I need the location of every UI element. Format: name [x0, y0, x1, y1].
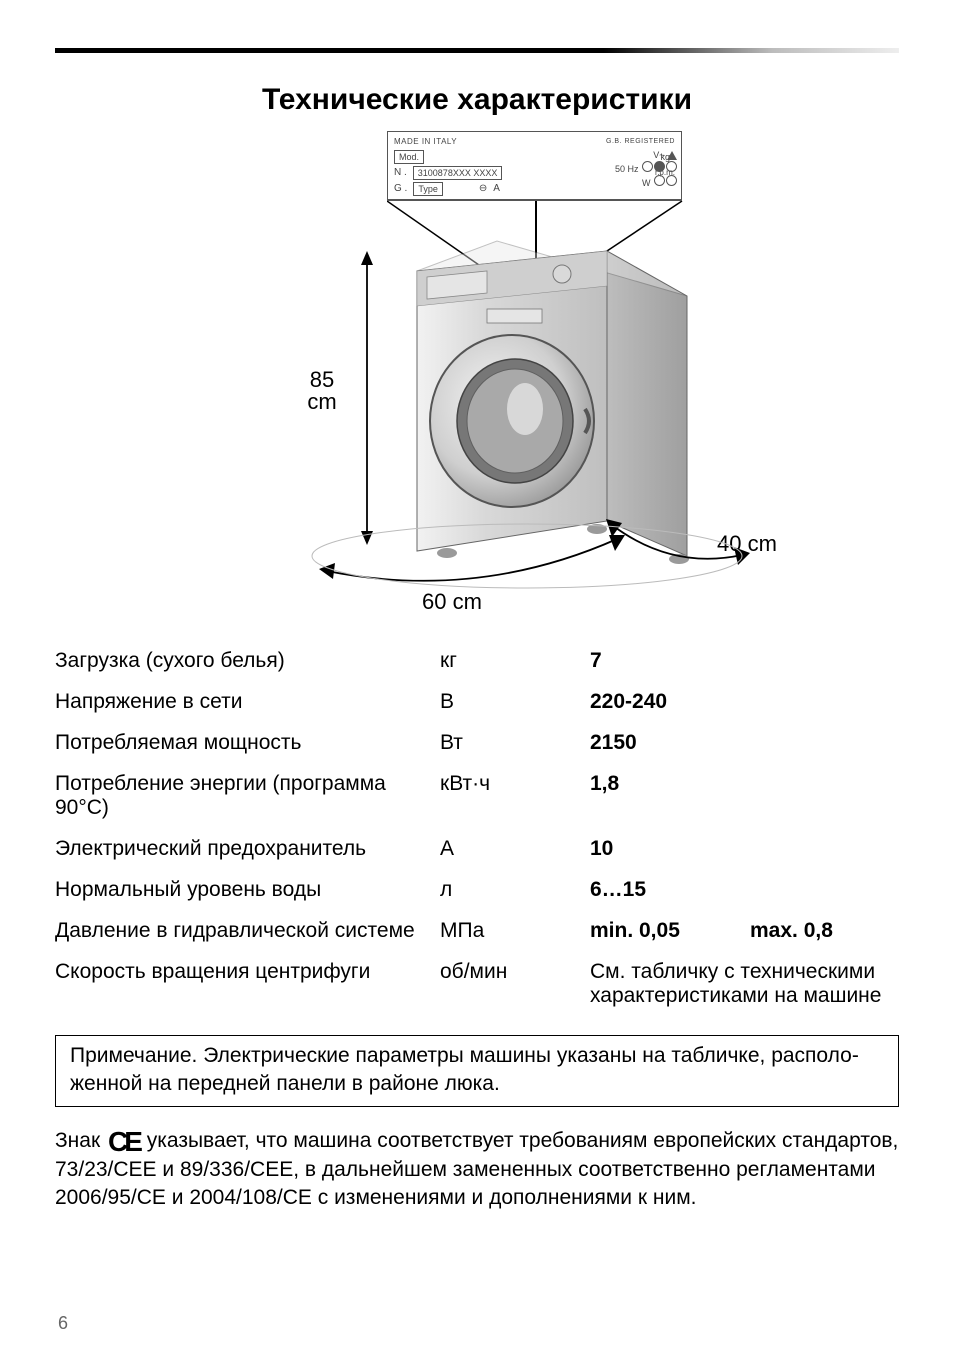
spec-row: Скорость вращения центрифуги об/мин См. …: [55, 952, 899, 1017]
spec-label: Загрузка (сухого белья): [55, 641, 440, 682]
spec-unit: кВт·ч: [440, 764, 590, 829]
spec-value: 6…15: [590, 870, 750, 911]
spec-row: Напряжение в сети В 220-240: [55, 682, 899, 723]
spec-value: 10: [590, 829, 750, 870]
spec-label: Нормальный уровень воды: [55, 870, 440, 911]
spec-row: Давление в гидравлической системе МПа mi…: [55, 911, 899, 952]
plate-serial-value: 3100878XXX XXXX: [413, 166, 503, 180]
plate-type-label: Type: [413, 182, 443, 196]
spec-row: Загрузка (сухого белья) кг 7: [55, 641, 899, 682]
document-page: Технические характеристики MADE IN ITALY…: [0, 0, 954, 1354]
spec-value: 7: [590, 641, 750, 682]
plate-registered: G.B. REGISTERED: [606, 136, 675, 148]
spec-row: Потребление энергии (программа 90°C) кВт…: [55, 764, 899, 829]
spec-value: 2150: [590, 723, 750, 764]
page-number: 6: [58, 1313, 68, 1334]
spec-unit: л: [440, 870, 590, 911]
note-box: Примечание. Электрические параметры маши…: [55, 1035, 899, 1107]
spec-unit: Вт: [440, 723, 590, 764]
plate-compliance-icons: V~ 50 Hz W: [607, 150, 677, 189]
plate-g-label: G .: [394, 183, 407, 195]
plate-serial-label: N .: [394, 167, 407, 179]
spec-row: Потребляемая мощность Вт 2150: [55, 723, 899, 764]
spec-unit: МПа: [440, 911, 590, 952]
spec-row: Электрический предохранитель А 10: [55, 829, 899, 870]
spec-label: Потребление энергии (программа 90°C): [55, 764, 440, 829]
spec-label: Потребляемая мощность: [55, 723, 440, 764]
spec-label: Давление в гидравлической системе: [55, 911, 440, 952]
spec-unit: об/мин: [440, 952, 590, 1017]
page-title: Технические характеристики: [55, 83, 899, 117]
ce-text-body: указывает, что машина соответствует треб…: [55, 1129, 898, 1209]
spec-note: См. табличку с техниче­скими характерист…: [590, 952, 899, 1017]
spec-unit: А: [440, 829, 590, 870]
spec-label: Электрический предохранитель: [55, 829, 440, 870]
spec-label: Скорость вращения центрифуги: [55, 952, 440, 1017]
specs-figure: MADE IN ITALY G.B. REGISTERED Mod. kg . …: [157, 131, 797, 611]
ce-mark-icon: CE: [106, 1128, 141, 1156]
spec-value-2: max. 0,8: [750, 911, 899, 952]
spec-label: Напряжение в сети: [55, 682, 440, 723]
spec-row: Нормальный уровень воды л 6…15: [55, 870, 899, 911]
header-rule: [55, 48, 899, 53]
plate-made-in: MADE IN ITALY: [394, 136, 457, 148]
specs-table: Загрузка (сухого белья) кг 7 Напряжение …: [55, 641, 899, 1017]
spec-value: min. 0,05: [590, 911, 750, 952]
dim-height-label: 85 cm: [297, 369, 347, 413]
ce-paragraph: Знак CE указывает, что машина соответств…: [55, 1127, 899, 1212]
base-ellipse: [307, 521, 757, 611]
spec-unit: кг: [440, 641, 590, 682]
spec-value: 1,8: [590, 764, 750, 829]
plate-mod-label: Mod.: [394, 150, 424, 164]
ce-text-prefix: Знак: [55, 1129, 106, 1152]
spec-unit: В: [440, 682, 590, 723]
rating-plate: MADE IN ITALY G.B. REGISTERED Mod. kg . …: [387, 131, 682, 201]
spec-value: 220-240: [590, 682, 750, 723]
